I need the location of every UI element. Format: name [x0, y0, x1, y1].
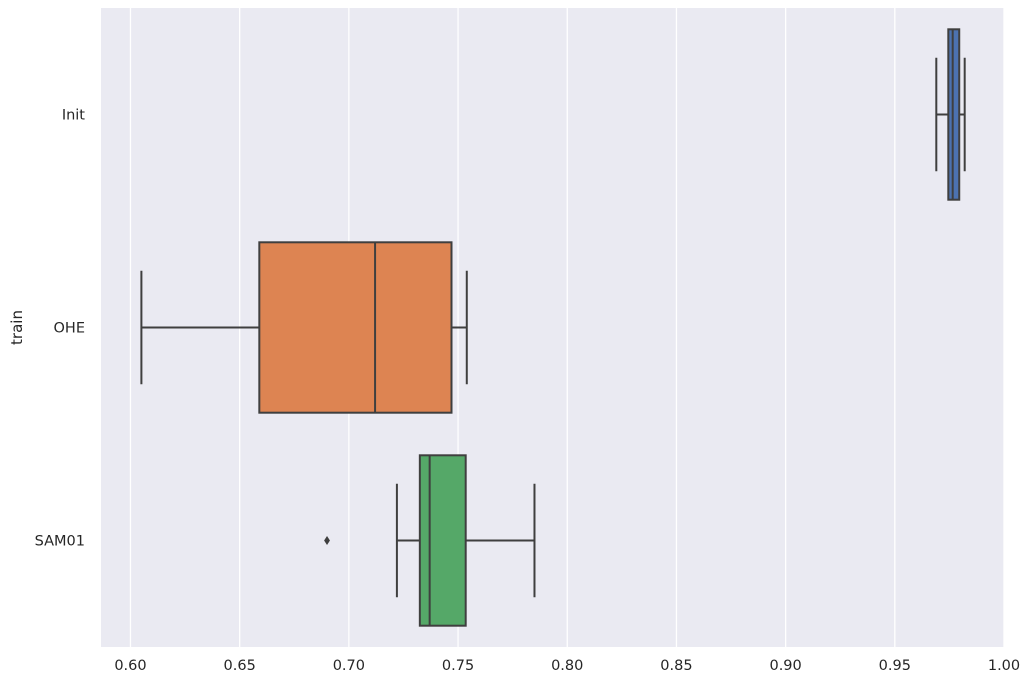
x-tick-label: 0.65 — [224, 658, 256, 674]
box-group-init — [935, 28, 966, 201]
y-tick-label: OHE — [54, 321, 85, 337]
x-tick-label: 0.90 — [769, 658, 801, 674]
box-series — [140, 28, 966, 627]
y-tick-label: Init — [62, 108, 85, 124]
outlier-point — [324, 536, 330, 545]
x-axis-ticks: 0.60 0.65 0.70 0.75 0.80 0.85 0.90 0.95 1.00 — [114, 658, 1020, 674]
box-iqr — [418, 454, 467, 627]
y-tick-label: SAM01 — [35, 534, 85, 550]
box-group-sam01 — [324, 454, 536, 627]
x-tick-label: 0.80 — [551, 658, 583, 674]
x-tick-label: 0.95 — [879, 658, 911, 674]
x-tick-label: 1.00 — [988, 658, 1020, 674]
y-axis-title: train — [8, 310, 26, 345]
x-tick-label: 0.85 — [660, 658, 692, 674]
x-tick-label: 0.70 — [333, 658, 365, 674]
x-tick-label: 0.60 — [114, 658, 146, 674]
box-group-ohe — [140, 241, 468, 414]
y-axis-ticks: Init OHE SAM01 — [35, 108, 86, 550]
box-iqr — [258, 241, 453, 414]
box-iqr — [947, 28, 961, 201]
x-tick-label: 0.75 — [442, 658, 474, 674]
